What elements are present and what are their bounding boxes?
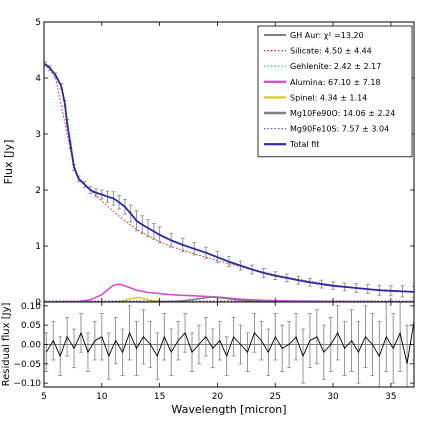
y-tick-label: 5 — [35, 18, 41, 28]
residual-line — [45, 321, 414, 364]
y-tick-label: −0.10 — [13, 379, 41, 389]
y-tick-label: −0.05 — [13, 360, 41, 370]
x-tick-label: 15 — [154, 392, 165, 402]
x-axis-label: Wavelength [micron] — [171, 403, 286, 416]
x-tick-label: 20 — [212, 392, 224, 402]
y-tick-label: 0.10 — [21, 302, 41, 312]
y-tick-label: 0 — [35, 298, 41, 308]
legend: GH Aur: χ² =13.20 Silicate: 4.50 ± 4.44 Ge… — [257, 25, 413, 158]
x-tick-label: 35 — [385, 392, 396, 402]
legend-label-mg90fe10s: Mg90Fe10S: 7.57 ± 3.04 — [290, 125, 389, 134]
x-tick-label: 30 — [327, 392, 339, 402]
legend-label-silicate: Silicate: 4.50 ± 4.44 — [290, 47, 372, 56]
y-tick-label: 0.00 — [21, 341, 41, 351]
x-tick-label: 25 — [270, 392, 281, 402]
residual-axis-ticks: 5 10 15 20 25 30 35 −0.10 −0.05 0.00 0.05 0.10 — [13, 302, 414, 402]
legend-label-mg10fe90o: Mg10Fe90O: 14.06 ± 2.24 — [290, 109, 395, 118]
flux-axis-ticks: 0 1 2 3 4 5 — [35, 18, 414, 308]
flux-y-axis-label: Flux [Jy] — [2, 140, 15, 185]
legend-label-spinel: Spinel: 4.34 ± 1.14 — [290, 93, 367, 102]
legend-label-alumina: Alumina: 67.10 ± 7.18 — [290, 78, 381, 87]
residual-y-axis-label: Residual flux [Jy] — [1, 303, 12, 387]
y-tick-label: 0.05 — [21, 321, 41, 331]
y-tick-label: 4 — [35, 74, 41, 84]
residual-plot: 5 10 15 20 25 30 35 −0.10 −0.05 0.00 0.05 0.10 Resi… — [1, 301, 415, 416]
flux-plot: 0 1 2 3 4 5 Flux [Jy] GH Aur: χ² =13.20 Silica… — [2, 18, 415, 308]
legend-box — [257, 25, 413, 158]
y-tick-label: 3 — [35, 130, 41, 140]
legend-label-gh-aur: GH Aur: χ² =13.20 — [290, 31, 364, 40]
y-tick-label: 1 — [35, 242, 41, 252]
x-tick-label: 10 — [96, 392, 108, 402]
alumina-line — [45, 283, 414, 302]
legend-label-gehlenite: Gehlenite: 2.42 ± 2.17 — [290, 62, 381, 71]
residual-series-group — [44, 302, 414, 387]
y-tick-label: 2 — [35, 186, 41, 196]
legend-label-total-fit: Total fit — [289, 140, 319, 149]
x-tick-label: 5 — [41, 392, 47, 402]
total-fit-line — [44, 63, 414, 293]
